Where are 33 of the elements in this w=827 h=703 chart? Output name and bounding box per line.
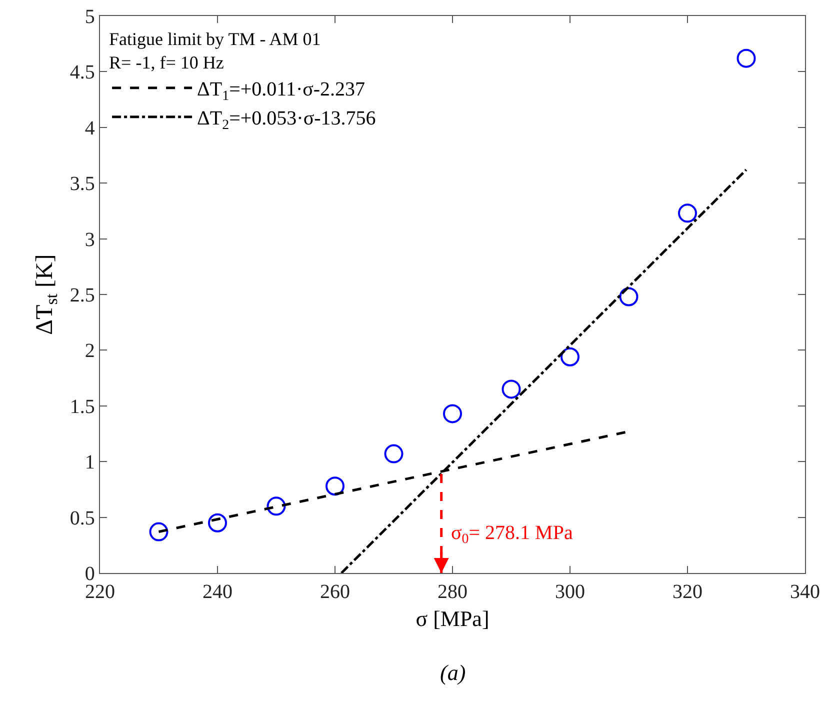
point — [326, 476, 344, 496]
x-tick-label: 300 — [555, 581, 585, 604]
point — [502, 380, 521, 399]
y-tick-label: 5 — [84, 6, 95, 28]
legend-label: ΔT$_{1}$=+0.011·σ-2.237 — [197, 78, 366, 104]
point — [678, 204, 697, 223]
point — [560, 347, 580, 366]
point — [619, 287, 638, 306]
point — [208, 513, 227, 532]
x-tick-label: 260 — [320, 581, 350, 604]
point — [266, 496, 286, 516]
y-tick-label: 0.5 — [70, 507, 95, 530]
legend-title: Fatigue limit by TM - AM 01 R= -1, f= 10 Hz — [109, 28, 321, 72]
x-axis-title: σ [MPa] — [416, 606, 490, 631]
point — [384, 444, 404, 464]
x-tick-label: 340 — [790, 581, 820, 604]
x-tick-label: 240 — [202, 581, 232, 604]
point — [736, 48, 756, 68]
y-tick-label: 4.5 — [70, 62, 95, 84]
y-tick-label: 1 — [84, 452, 95, 474]
point — [149, 522, 168, 542]
ref-line-label: σ$_{0}$= 278.1 MPa — [451, 522, 573, 548]
text: (a) — [440, 660, 466, 685]
y-tick-label: 4 — [84, 117, 95, 140]
y-tick-label: 3 — [84, 228, 95, 251]
x-tick-label: 280 — [438, 581, 468, 604]
x-tick-label: 320 — [672, 581, 702, 604]
point — [443, 404, 462, 424]
legend-label: ΔT$_{2}$=+0.053·σ-13.756 — [197, 108, 376, 133]
y-tick-label: 3.5 — [70, 173, 95, 196]
y-tick-label: 2 — [84, 340, 95, 362]
y-tick-label: 2.5 — [70, 284, 95, 306]
y-tick-label: 1.5 — [70, 396, 95, 418]
